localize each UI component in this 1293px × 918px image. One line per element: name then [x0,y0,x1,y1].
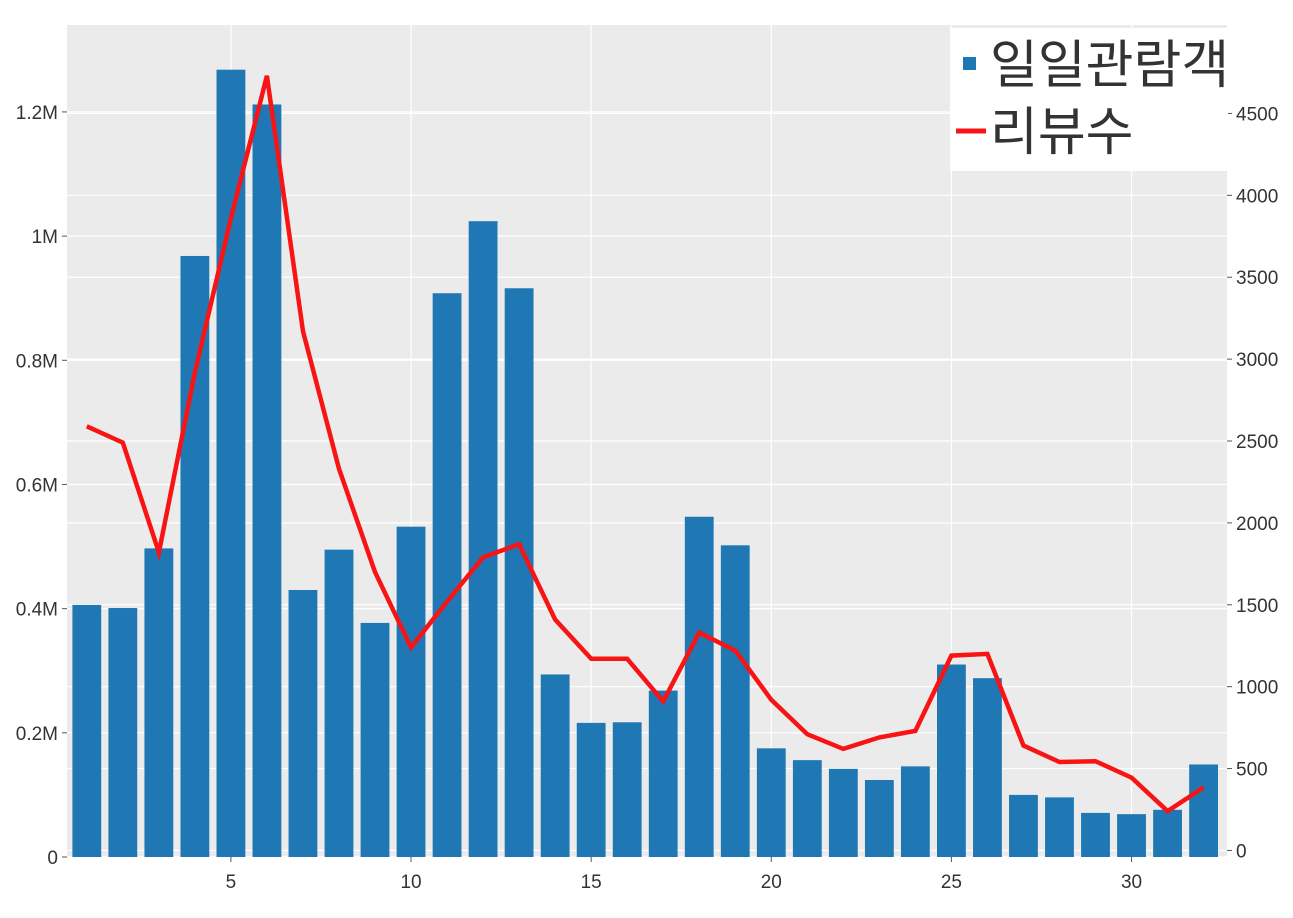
y-right-tick-label: 3000 [1236,350,1278,371]
bar [720,545,750,857]
x-tick-label: 25 [941,872,962,893]
y-left-tick-label: 0.2M [16,724,58,745]
y-right-tick-label: 4500 [1236,104,1278,125]
bar [828,768,858,857]
bar [324,549,354,857]
y-left-tick-label: 1.2M [16,103,58,124]
y-right-tick-label: 1000 [1236,678,1278,699]
bar [180,255,210,857]
y-right-tick-label: 500 [1236,760,1268,781]
bar [900,766,930,857]
bar [504,288,534,857]
y-right-tick-label: 0 [1236,841,1247,862]
bar [252,104,282,858]
legend: 일일관람객 리뷰수 [950,28,1229,171]
bar [72,604,102,857]
bar [1189,764,1218,857]
y-right-tick-label: 2500 [1236,432,1278,453]
bar [864,780,894,857]
bar [288,590,318,857]
bar [1009,794,1038,857]
bar [468,221,498,857]
bar [1153,809,1182,857]
bar [1081,812,1110,857]
y-right-tick-label: 2000 [1236,514,1278,535]
bar [576,722,606,857]
legend-bar-swatch [963,57,976,70]
x-tick-label: 15 [581,872,602,893]
legend-box [950,28,1228,171]
x-tick-label: 30 [1121,872,1142,893]
y-right-tick-label: 1500 [1236,596,1278,617]
bar-series [72,69,1218,858]
bar [432,293,462,857]
y-left-tick-label: 0.8M [16,351,58,372]
bar [973,678,1002,857]
review-line [85,75,1205,814]
bar [684,516,714,857]
y-left-tick-label: 0 [47,848,58,869]
y-left-tick-label: 0.6M [16,475,58,496]
x-tick-label: 10 [400,872,421,893]
bar [216,69,246,858]
bar [540,674,570,857]
bar [792,760,822,857]
line-series [85,75,1205,814]
bar [612,722,642,857]
y-right-tick-label: 4000 [1236,186,1278,207]
legend-line-label: 리뷰수 [990,103,1134,163]
y-left-tick-label: 0.4M [16,600,58,621]
bar [648,690,678,857]
bar [937,664,966,857]
bar [360,622,390,857]
bar [108,608,138,857]
legend-bar-label: 일일관람객 [990,36,1229,96]
y-right-tick-label: 3500 [1236,268,1278,289]
x-tick-label: 20 [761,872,782,893]
x-tick-label: 5 [226,872,237,893]
bar [396,526,426,857]
bar [1117,814,1146,857]
bar [1045,797,1074,857]
y-left-tick-label: 1M [32,227,58,248]
bar [144,548,174,857]
bar [756,748,786,857]
